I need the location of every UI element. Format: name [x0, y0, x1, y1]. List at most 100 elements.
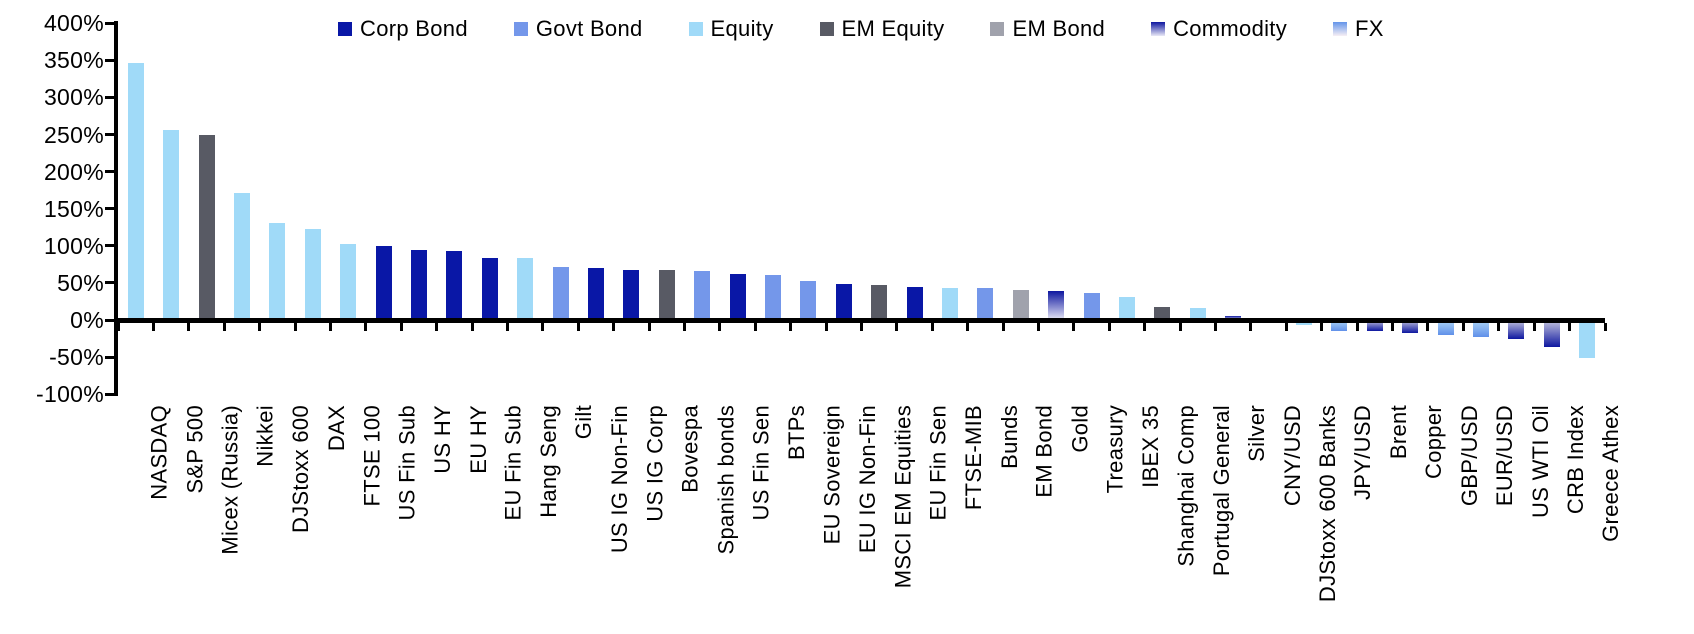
y-axis-tick — [105, 392, 114, 396]
x-axis-label: US WTI Oil — [1527, 405, 1553, 518]
x-axis-tick — [1214, 323, 1218, 331]
x-axis-label: Spanish bonds — [713, 405, 739, 555]
bar-us-ig-non-fin — [587, 268, 604, 320]
y-axis-label: 200% — [43, 158, 104, 185]
x-axis-label: US IG Corp — [642, 405, 668, 522]
x-axis-tick — [1532, 323, 1536, 331]
y-axis-label: 50% — [57, 269, 104, 296]
y-axis-tick — [105, 58, 114, 62]
x-axis-label: NASDAQ — [146, 405, 172, 500]
x-axis-label: EUR/USD — [1492, 405, 1518, 507]
x-axis-label: Treasury — [1102, 405, 1128, 494]
x-axis-label: Gold — [1067, 405, 1093, 453]
x-axis-label: US IG Non-Fin — [606, 405, 632, 554]
y-axis-tick — [105, 318, 114, 322]
bar-greece-athex — [1579, 320, 1596, 358]
bar-treasury — [1083, 292, 1100, 320]
y-axis-tick — [105, 207, 114, 211]
x-axis-tick — [789, 323, 793, 331]
bar-crb-index — [1543, 320, 1560, 348]
bar-gilt — [552, 266, 569, 320]
x-axis-tick — [505, 323, 509, 331]
x-axis-label: Nikkei — [252, 405, 278, 467]
x-axis-tick — [1461, 323, 1465, 331]
x-axis-tick — [1497, 323, 1501, 331]
x-axis-tick — [399, 323, 403, 331]
bar-ftse-100 — [340, 243, 357, 320]
x-axis-tick — [1391, 323, 1395, 331]
y-axis-tick — [105, 21, 114, 25]
x-axis-tick — [364, 323, 368, 331]
x-axis-label: IBEX 35 — [1138, 405, 1164, 488]
legend-swatch-em_bond — [990, 22, 1005, 36]
x-axis-label: MSCI EM Equities — [890, 405, 916, 589]
y-axis-label: -50% — [49, 344, 104, 371]
bar-bunds — [977, 288, 994, 320]
x-axis-tick — [1603, 323, 1607, 331]
x-axis-tick — [824, 323, 828, 331]
x-axis-tick — [1284, 323, 1288, 331]
x-axis-tick — [895, 323, 899, 331]
x-axis-label: DAX — [323, 405, 349, 452]
x-axis-tick — [647, 323, 651, 331]
legend-label: Commodity — [1173, 16, 1288, 41]
bar-eu-fin-sub — [481, 257, 498, 320]
legend-label: FX — [1355, 16, 1384, 41]
bar-brent — [1366, 320, 1383, 332]
x-axis-label: Greece Athex — [1598, 405, 1624, 542]
bar-us-hy — [410, 250, 427, 320]
legend-item-equity: Equity — [688, 16, 774, 42]
y-axis-tick — [105, 170, 114, 174]
bar-gbp-usd — [1437, 320, 1454, 335]
x-axis-label: GBP/USD — [1456, 405, 1482, 507]
x-axis-label: Gilt — [571, 405, 597, 440]
x-axis-label: DJStoxx 600 — [288, 405, 314, 534]
y-axis-tick — [105, 281, 114, 285]
x-axis-label: DJStoxx 600 Banks — [1315, 405, 1341, 603]
bar-btps — [764, 274, 781, 320]
bar-ibex-35 — [1119, 296, 1136, 320]
bar-eu-hy — [446, 250, 463, 320]
x-axis-tick — [930, 323, 934, 331]
y-axis-label: 100% — [43, 232, 104, 259]
x-axis-tick — [1178, 323, 1182, 331]
x-axis-tick — [753, 323, 757, 331]
legend-label: Corp Bond — [360, 16, 468, 41]
bar-msci-em-equities — [871, 285, 888, 320]
x-axis-label: JPY/USD — [1350, 405, 1376, 501]
legend-item-em_bond: EM Bond — [990, 16, 1105, 42]
x-axis-tick — [470, 323, 474, 331]
x-axis-tick — [293, 323, 297, 331]
legend-swatch-equity — [688, 22, 703, 36]
x-axis-label: BTPs — [784, 405, 809, 460]
x-axis-label: Micex (Russia) — [217, 405, 243, 555]
legend-swatch-corp_bond — [338, 22, 352, 36]
x-axis-tick — [187, 323, 191, 331]
x-axis-label: EU HY — [465, 405, 491, 474]
bar-us-fin-sub — [375, 245, 392, 320]
x-axis-label: Portugal General — [1208, 405, 1234, 577]
x-axis-label: US Fin Sub — [394, 405, 420, 521]
x-axis-tick — [1143, 323, 1147, 331]
x-axis-label: Bovespa — [677, 405, 703, 493]
bar-bovespa — [658, 269, 675, 320]
y-axis-tick — [105, 95, 114, 99]
x-axis-tick — [1037, 323, 1041, 331]
x-axis-label: Bunds — [996, 405, 1022, 469]
bar-nasdaq — [127, 62, 144, 320]
y-axis-tick — [105, 355, 114, 359]
x-axis-tick — [258, 323, 262, 331]
bar-s-p-500 — [163, 130, 180, 320]
bar-eu-fin-sen — [906, 287, 923, 320]
x-axis-tick — [1568, 323, 1572, 331]
bar-silver — [1225, 315, 1242, 320]
x-axis-label: Hang Seng — [536, 405, 562, 518]
x-axis-tick — [328, 323, 332, 331]
x-axis-tick — [576, 323, 580, 331]
x-axis-label: EU IG Non-Fin — [854, 405, 880, 554]
bar-eu-ig-non-fin — [835, 284, 852, 320]
x-axis-tick — [718, 323, 722, 331]
bar-micex-russia- — [198, 134, 215, 320]
y-axis-label: 250% — [43, 121, 104, 148]
